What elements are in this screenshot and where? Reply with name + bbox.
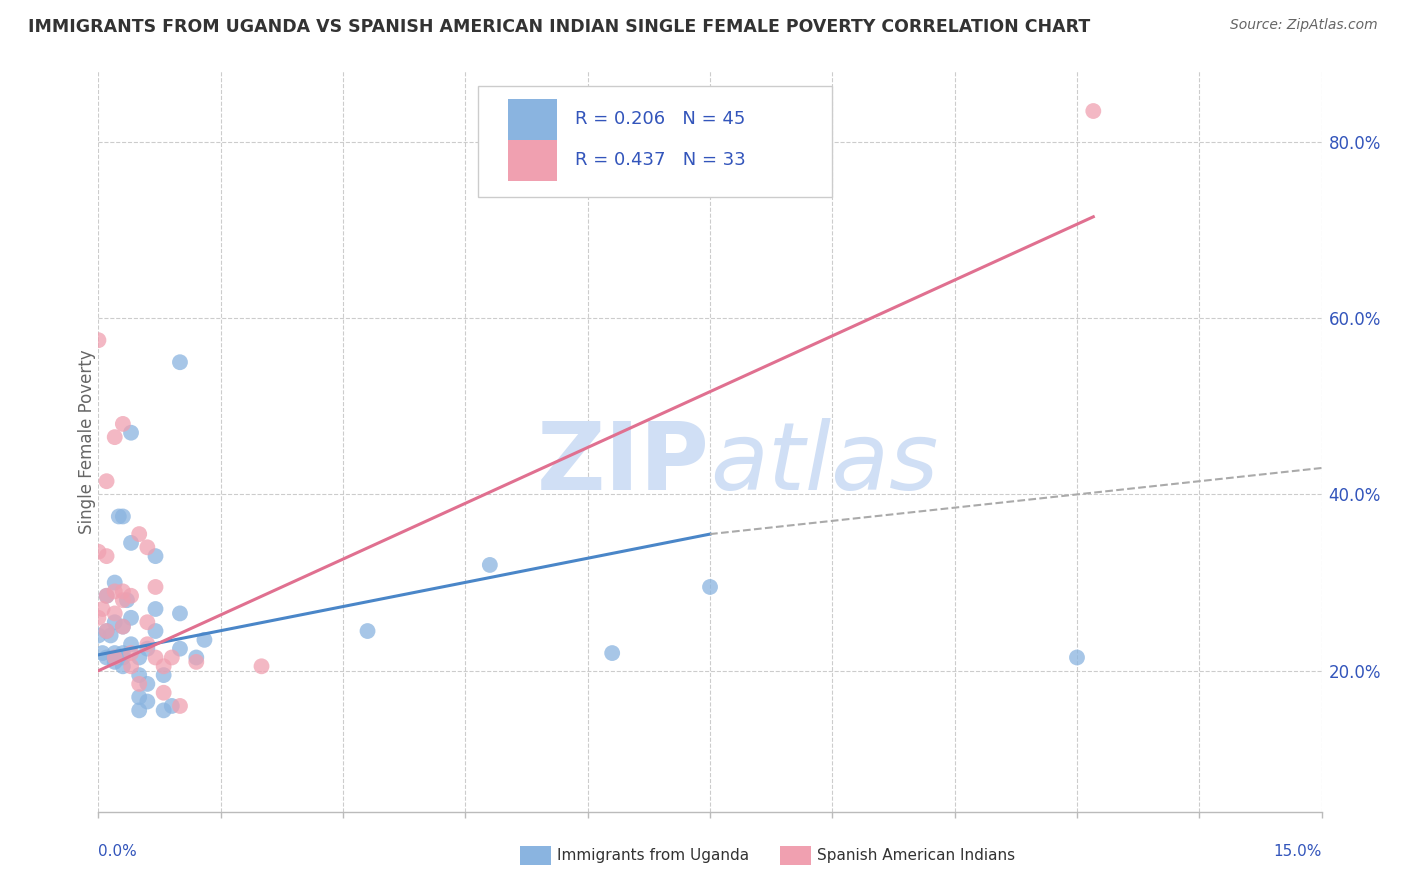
Point (111, 584, 134, 599)
Point (120, 589, 142, 603)
Point (169, 698, 191, 713)
Point (193, 632, 215, 647)
Y-axis label: Single Female Poverty: Single Female Poverty (79, 350, 96, 533)
Point (104, 607, 127, 621)
Point (120, 659, 142, 673)
Point (145, 549, 167, 563)
Point (600, 646, 623, 660)
Point (120, 611, 142, 625)
Point (128, 703, 150, 717)
Point (91, 646, 114, 660)
Text: Spanish American Indians: Spanish American Indians (817, 848, 1015, 863)
Point (120, 536, 142, 550)
Point (104, 650, 127, 665)
Point (87, 545, 110, 559)
Point (104, 655, 127, 669)
Point (104, 615, 127, 630)
Point (128, 527, 150, 541)
Point (111, 650, 134, 665)
Point (160, 698, 183, 713)
Point (111, 646, 134, 660)
Point (91, 602, 114, 616)
Point (111, 659, 134, 673)
Point (111, 619, 134, 633)
Point (145, 624, 167, 638)
Point (152, 659, 174, 673)
Point (152, 686, 174, 700)
Point (136, 637, 159, 651)
Point (96, 650, 118, 665)
FancyBboxPatch shape (508, 140, 557, 180)
Point (169, 641, 191, 656)
Point (104, 575, 127, 590)
Point (145, 602, 167, 616)
Point (136, 694, 159, 708)
Point (108, 509, 131, 524)
Point (699, 580, 721, 594)
Text: 15.0%: 15.0% (1274, 845, 1322, 859)
Text: R = 0.437   N = 33: R = 0.437 N = 33 (575, 152, 747, 169)
Point (145, 580, 167, 594)
Point (128, 668, 150, 682)
Point (250, 659, 273, 673)
Point (104, 646, 127, 660)
Text: 0.0%: 0.0% (98, 845, 138, 859)
Point (100, 628, 122, 642)
Point (111, 593, 134, 607)
Point (87, 628, 110, 642)
Point (1066, 650, 1088, 665)
Point (169, 607, 191, 621)
Point (1083, 103, 1105, 118)
Text: atlas: atlas (710, 418, 938, 509)
Point (96, 624, 118, 638)
Point (152, 668, 174, 682)
FancyBboxPatch shape (508, 99, 557, 140)
Text: R = 0.206   N = 45: R = 0.206 N = 45 (575, 111, 745, 128)
Point (120, 646, 142, 660)
Point (96, 624, 118, 638)
Point (96, 589, 118, 603)
Point (111, 417, 134, 431)
Point (478, 558, 501, 572)
Point (87, 611, 110, 625)
Point (145, 650, 167, 665)
Point (128, 690, 150, 705)
Text: Immigrants from Uganda: Immigrants from Uganda (557, 848, 749, 863)
Point (128, 650, 150, 665)
Point (96, 549, 118, 563)
Point (160, 650, 183, 665)
Point (104, 650, 127, 665)
Point (120, 637, 142, 651)
Point (115, 593, 138, 607)
Point (111, 509, 134, 524)
Text: ZIP: ZIP (537, 417, 710, 509)
Point (136, 541, 159, 555)
Point (152, 703, 174, 717)
Point (128, 677, 150, 691)
FancyBboxPatch shape (478, 87, 832, 197)
Text: IMMIGRANTS FROM UGANDA VS SPANISH AMERICAN INDIAN SINGLE FEMALE POVERTY CORRELAT: IMMIGRANTS FROM UGANDA VS SPANISH AMERIC… (28, 18, 1091, 36)
Point (87, 333, 110, 347)
Point (96, 589, 118, 603)
Point (104, 584, 127, 599)
Point (356, 624, 378, 638)
Text: Source: ZipAtlas.com: Source: ZipAtlas.com (1230, 18, 1378, 32)
Point (120, 425, 142, 440)
Point (104, 430, 127, 444)
Point (186, 650, 208, 665)
Point (136, 641, 159, 656)
Point (136, 615, 159, 630)
Point (136, 677, 159, 691)
Point (186, 655, 208, 669)
Point (111, 619, 134, 633)
Point (96, 474, 118, 488)
Point (169, 355, 191, 369)
